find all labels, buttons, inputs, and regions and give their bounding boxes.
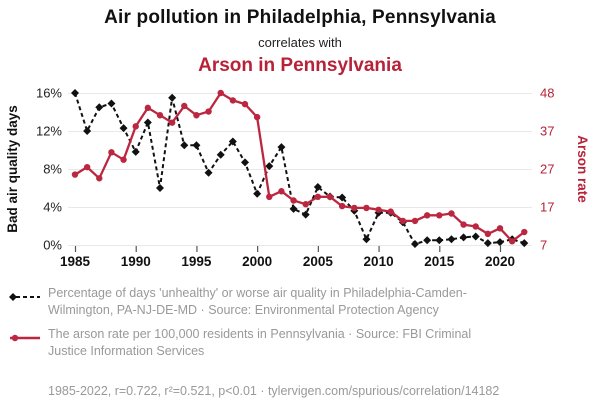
svg-text:Arson rate: Arson rate: [575, 135, 590, 203]
svg-text:Bad air quality days: Bad air quality days: [5, 105, 20, 233]
svg-text:17: 17: [540, 200, 554, 215]
svg-text:16%: 16%: [36, 86, 62, 101]
secondary-title: Arson in Pennsylvania: [198, 55, 402, 76]
legend-text-air-quality: Percentage of days 'unhealthy' or worse …: [48, 286, 467, 317]
air-quality-series: [71, 89, 529, 249]
subtitle: correlates with: [258, 35, 342, 50]
header: Air pollution in Philadelphia, Pennsylva…: [0, 0, 600, 77]
svg-text:27: 27: [540, 162, 554, 177]
svg-text:4%: 4%: [43, 200, 62, 215]
svg-text:8%: 8%: [43, 162, 62, 177]
svg-text:48: 48: [540, 86, 554, 101]
right-axis-labels: 7 17 27 37 48: [540, 86, 554, 253]
legend-item-air-quality: Percentage of days 'unhealthy' or worse …: [8, 285, 592, 319]
svg-text:7: 7: [540, 238, 547, 253]
svg-text:2015: 2015: [424, 254, 455, 269]
svg-text:1990: 1990: [121, 254, 151, 269]
svg-text:0%: 0%: [43, 238, 62, 253]
legend-item-arson-rate: The arson rate per 100,000 residents in …: [8, 326, 592, 360]
svg-text:2020: 2020: [485, 254, 515, 269]
page-title: Air pollution in Philadelphia, Pennsylva…: [104, 7, 496, 28]
arson-series: [71, 89, 528, 245]
svg-text:2005: 2005: [303, 254, 334, 269]
svg-text:2000: 2000: [242, 254, 272, 269]
air-quality-series-marker-icon: [8, 285, 48, 307]
legend-text-arson-rate: The arson rate per 100,000 residents in …: [48, 327, 472, 358]
gridlines: [68, 93, 532, 246]
svg-text:2010: 2010: [364, 254, 394, 269]
footer-stats: 1985-2022, r=0.722, r²=0.521, p<0.01 · t…: [48, 384, 500, 398]
svg-text:12%: 12%: [36, 124, 62, 139]
x-axis-ticks: 1985 1990 1995 2000 2005 2010 2015 2020: [60, 246, 515, 269]
correlation-chart: 1985 1990 1995 2000 2005 2010 2015 2020 0% 4% 8% 12…: [5, 86, 590, 270]
right-axis-title: Arson rate: [575, 135, 590, 203]
svg-text:37: 37: [540, 124, 554, 139]
svg-text:1985: 1985: [60, 254, 91, 269]
legend: Percentage of days 'unhealthy' or worse …: [8, 285, 592, 367]
left-axis-title: Bad air quality days: [5, 105, 20, 233]
arson-series-marker-icon: [8, 326, 48, 348]
left-axis-labels: 0% 4% 8% 12% 16%: [36, 86, 62, 253]
svg-text:1995: 1995: [181, 254, 212, 269]
